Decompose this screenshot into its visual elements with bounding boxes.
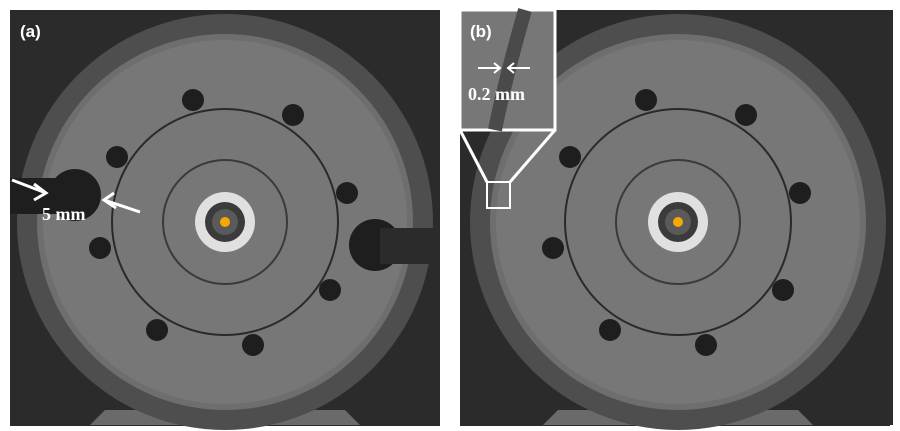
panel-a: (a) 5 mm xyxy=(10,10,440,430)
annotation: 5 mm xyxy=(42,204,86,224)
panel-label: (a) xyxy=(20,22,41,41)
annotation: 0.2 mm xyxy=(468,84,525,104)
panel-label: (b) xyxy=(470,22,492,41)
figure: (a) 5 mm (b) 0.2 mm xyxy=(0,0,900,431)
page: (a) 5 mm (b) 0.2 mm (() => { const data … xyxy=(0,0,900,431)
panel-b: (b) 0.2 mm xyxy=(460,10,893,430)
